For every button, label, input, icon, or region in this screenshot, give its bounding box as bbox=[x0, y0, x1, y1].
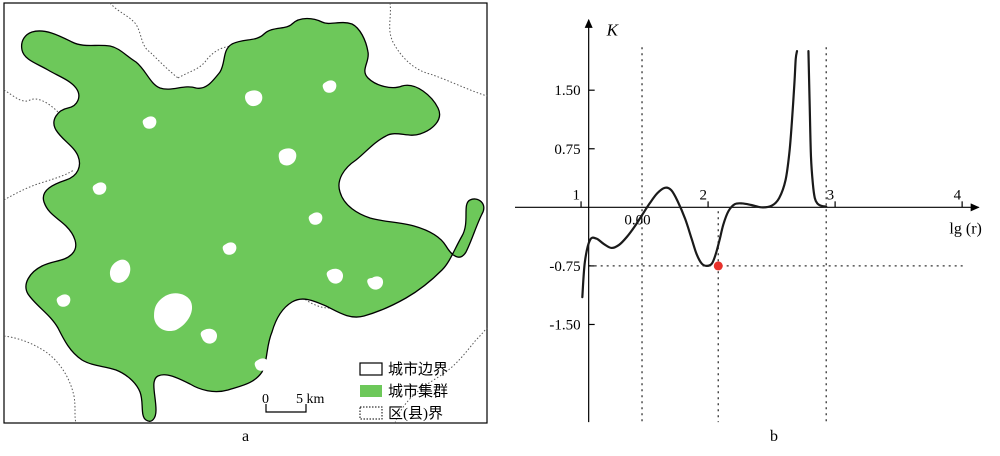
white-patch bbox=[222, 242, 237, 255]
white-patch bbox=[322, 80, 337, 93]
map-panel: 0 5 km 城市边界 城市集群 区(县)界 bbox=[0, 0, 500, 451]
curves bbox=[581, 50, 828, 299]
map-svg: 0 5 km 城市边界 城市集群 区(县)界 bbox=[3, 2, 488, 424]
x-axis-label: lg (r) bbox=[949, 220, 981, 237]
y-tick-label: 0.75 bbox=[554, 142, 580, 158]
guide-lines bbox=[588, 47, 966, 423]
scale-bar-distance: 5 km bbox=[296, 392, 325, 407]
district-line bbox=[389, 2, 488, 97]
x-tick-label: 2 bbox=[700, 187, 708, 203]
white-patch bbox=[142, 116, 157, 129]
scale-bar: 0 5 km bbox=[262, 392, 325, 413]
white-patch bbox=[245, 90, 263, 107]
legend-label-boundary: 城市边界 bbox=[388, 361, 448, 378]
white-patch bbox=[308, 212, 323, 225]
white-patch bbox=[278, 148, 297, 166]
y-tick-label: 1.50 bbox=[554, 83, 580, 99]
white-patch bbox=[367, 276, 384, 290]
k-curve-segment-2 bbox=[807, 50, 828, 208]
legend-swatch-boundary bbox=[359, 362, 383, 376]
y-tick-label: -1.50 bbox=[549, 317, 580, 333]
legend-swatch-cluster bbox=[360, 385, 382, 397]
urban-cluster-area bbox=[20, 17, 485, 422]
white-patch bbox=[154, 293, 193, 332]
non-built-patches bbox=[56, 80, 384, 371]
map-legend: 城市边界 城市集群 区(县)界 bbox=[359, 361, 448, 422]
white-patch bbox=[109, 259, 131, 283]
scale-bar-zero: 0 bbox=[262, 392, 269, 407]
white-patch bbox=[326, 268, 344, 284]
district-line bbox=[3, 335, 77, 424]
scale-bar-line bbox=[265, 404, 307, 413]
district-line bbox=[3, 89, 59, 113]
white-patch bbox=[92, 182, 107, 195]
caption-b: b bbox=[770, 428, 778, 445]
district-boundaries bbox=[3, 2, 488, 424]
district-line bbox=[3, 169, 75, 201]
k-curve-segment-1 bbox=[581, 50, 799, 299]
district-line bbox=[289, 284, 345, 311]
district-line bbox=[394, 327, 488, 424]
minimum-point-marker bbox=[713, 261, 723, 271]
x-tick-label: 1 bbox=[573, 187, 581, 203]
x-tick-label: 3 bbox=[827, 187, 835, 203]
y-axis-label: K bbox=[606, 21, 620, 40]
district-line bbox=[177, 45, 235, 79]
legend-label-district: 区(县)界 bbox=[388, 406, 443, 422]
legend-swatch-district bbox=[359, 406, 383, 420]
y-ticks: 1.500.750.00-0.75-1.50 bbox=[549, 83, 650, 333]
legend-label-cluster: 城市集群 bbox=[388, 383, 448, 400]
caption-a: a bbox=[242, 428, 250, 445]
white-patch bbox=[56, 294, 71, 307]
x-tick-label: 4 bbox=[954, 187, 962, 203]
white-patch bbox=[200, 328, 218, 344]
y-tick-label: -0.75 bbox=[549, 259, 580, 275]
x-ticks: 1 2 3 4 bbox=[573, 187, 963, 208]
white-patch bbox=[254, 358, 269, 371]
